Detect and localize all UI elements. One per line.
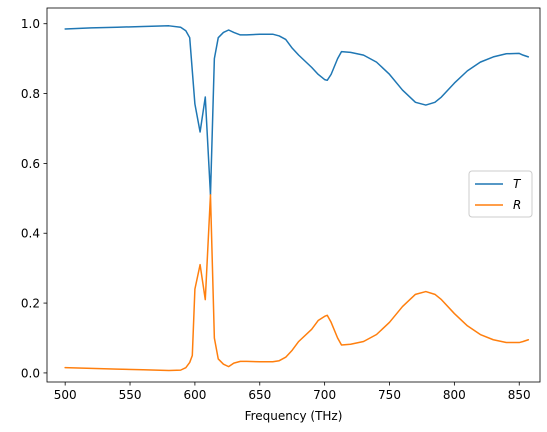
x-tick-label: 700 [313,388,336,402]
x-tick-label: 750 [378,388,401,402]
series-line-R [64,194,530,372]
legend: TR [468,170,533,218]
y-tick-label: 0.4 [21,227,40,241]
y-tick-label: 0.2 [21,297,40,311]
x-tick-label: 850 [508,388,531,402]
x-tick-label: 550 [119,388,142,402]
y-tick-label: 0.6 [21,157,40,171]
legend-label-R: R [513,198,521,212]
x-axis-ticks: 500 550 600 650 700 750 800 850 [54,382,531,402]
y-tick-label: 1.0 [21,17,40,31]
legend-label-T: T [513,177,522,191]
y-tick-label: 0.0 [21,366,40,380]
y-axis-ticks: 0.0 0.2 0.4 0.6 0.8 1.0 [21,17,47,380]
x-tick-label: 500 [54,388,77,402]
axes-frame [46,7,541,383]
x-tick-label: 800 [443,388,466,402]
plot-lines [64,25,530,372]
series-line-T [64,25,530,196]
x-tick-label: 600 [183,388,206,402]
x-axis-title: Frequency (THz) [245,409,343,423]
y-tick-label: 0.8 [21,87,40,101]
plot-frame [46,7,541,383]
x-tick-label: 650 [248,388,271,402]
legend-box [468,170,533,218]
